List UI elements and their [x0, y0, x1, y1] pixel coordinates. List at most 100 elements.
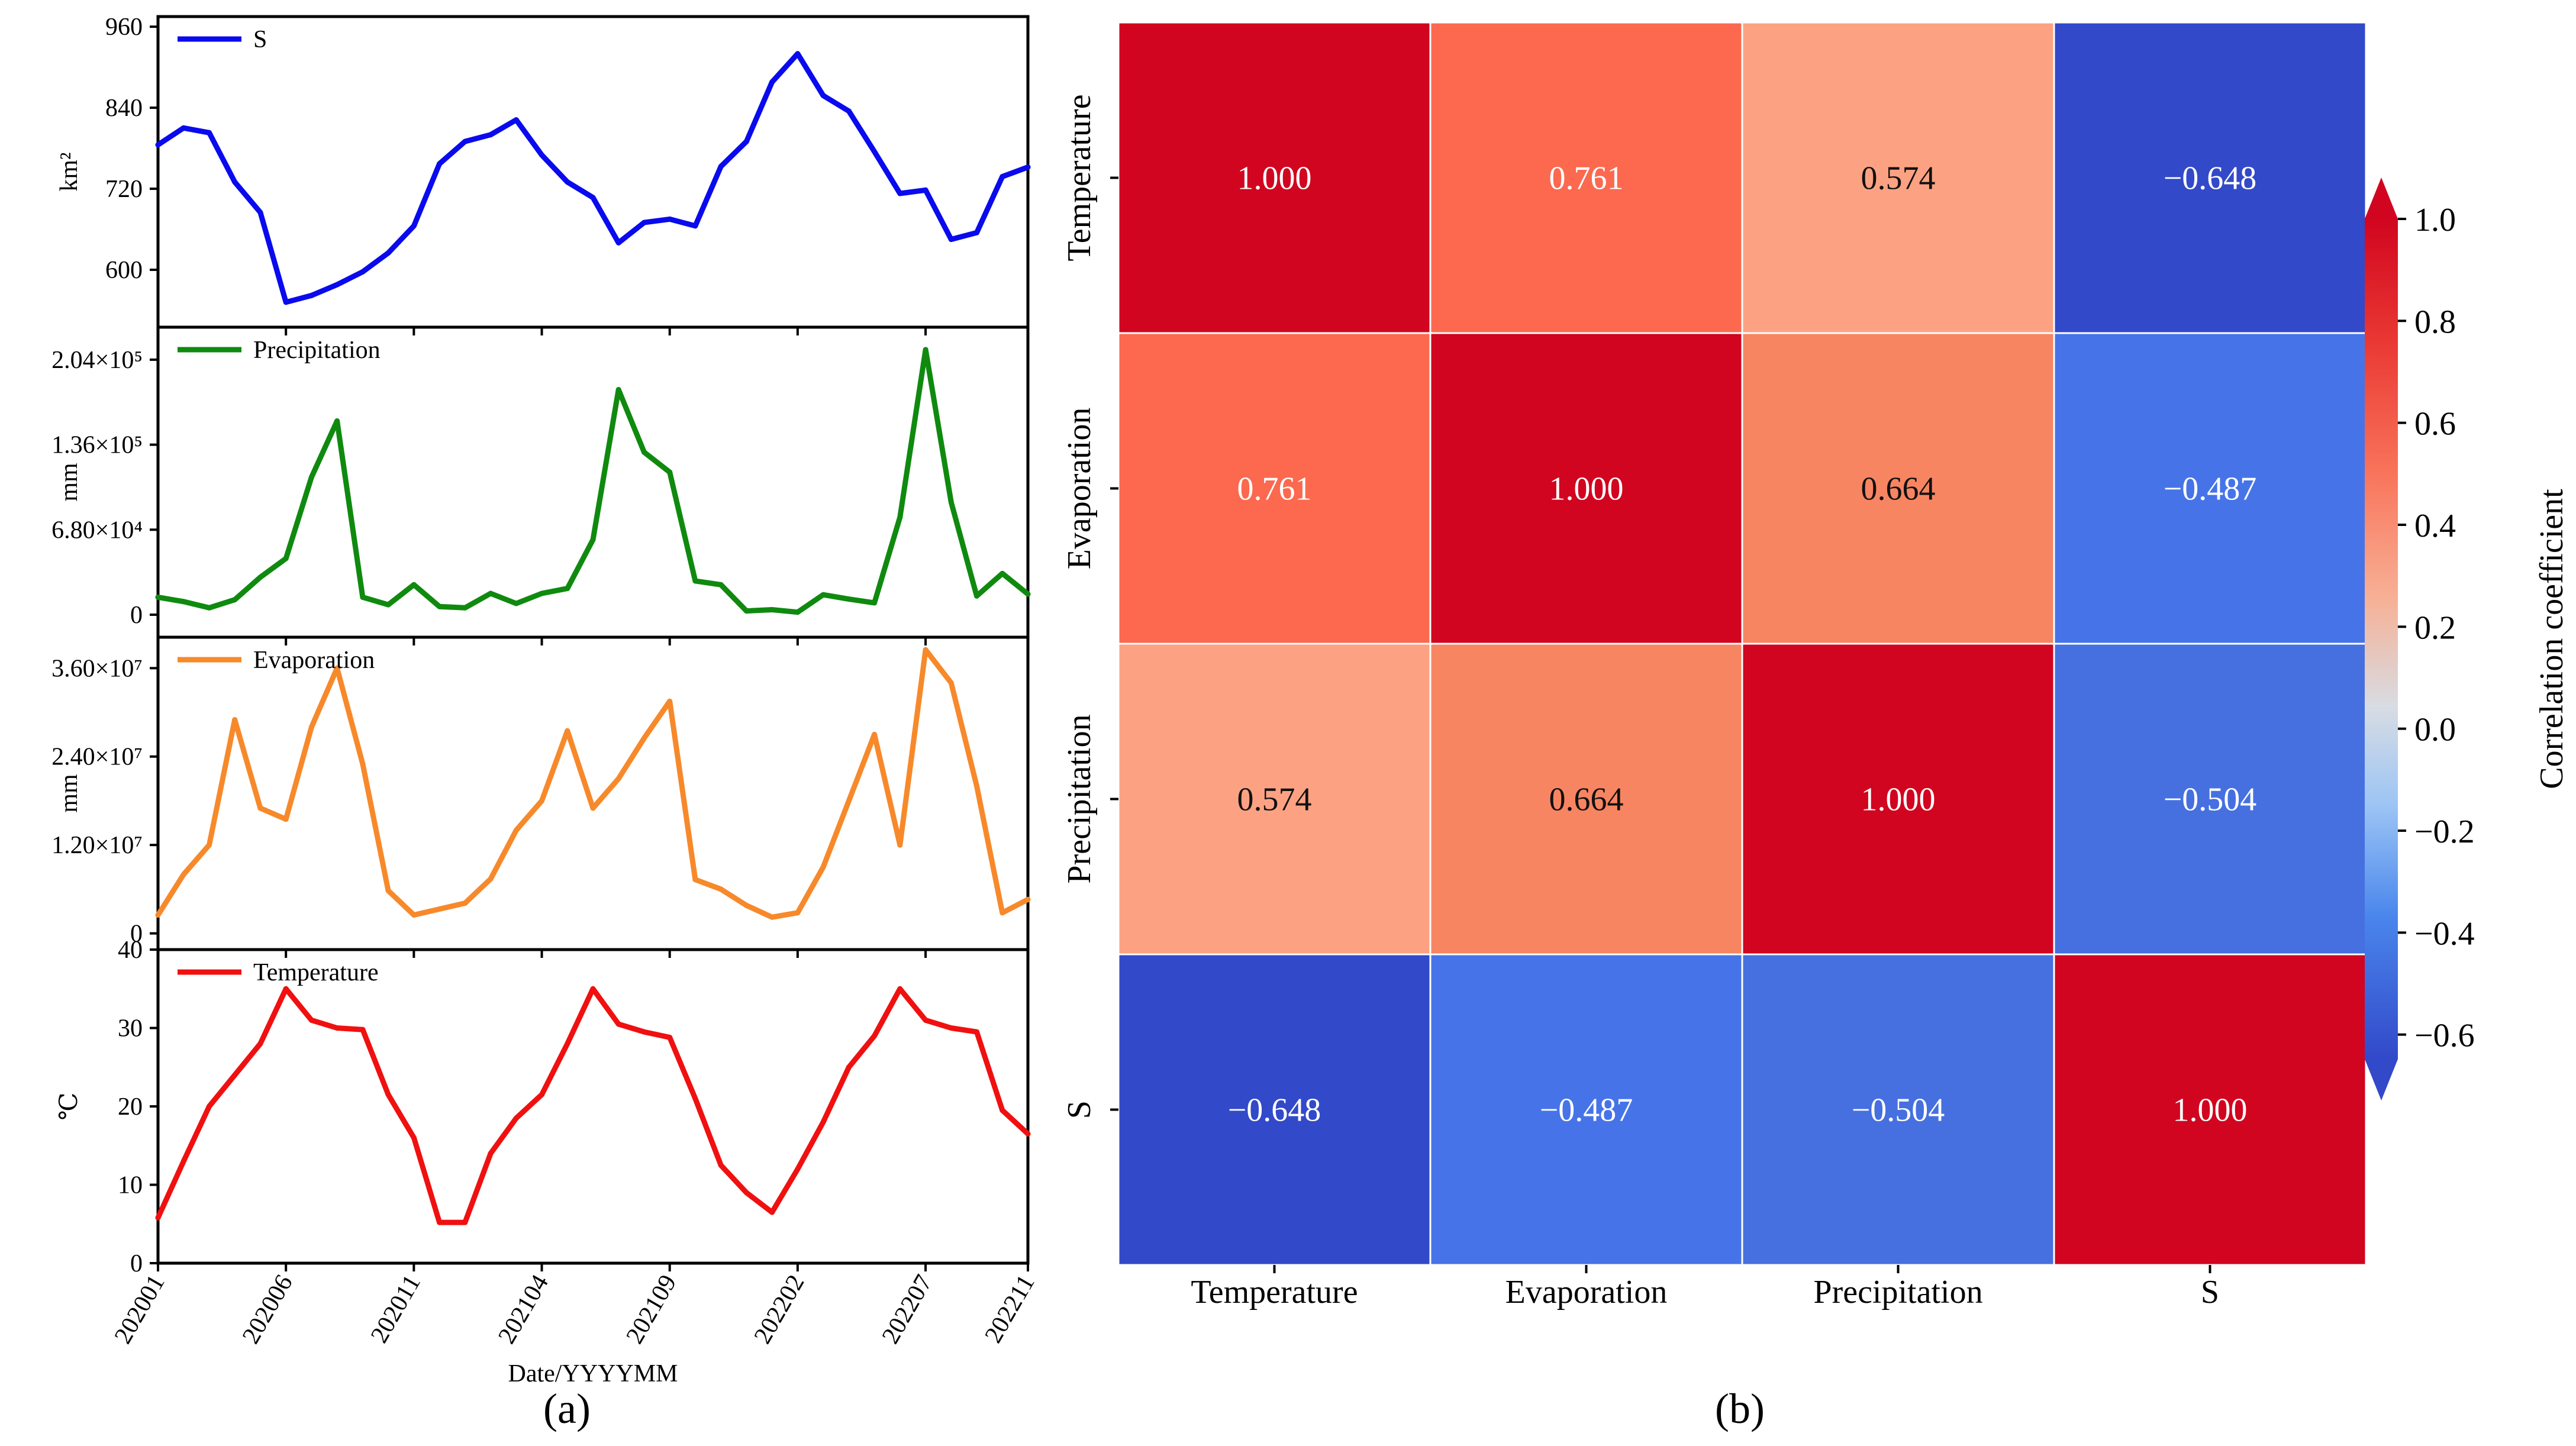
data-point: [743, 1190, 749, 1196]
data-point: [948, 1025, 954, 1031]
data-point: [488, 132, 494, 138]
y-tick-label: 600: [105, 257, 143, 284]
data-point: [692, 578, 698, 584]
heatmap-cell: [1117, 21, 1432, 334]
heatmap-cell: [1429, 953, 1743, 1266]
data-point: [641, 735, 647, 741]
legend-label: S: [253, 26, 267, 53]
data-point: [590, 986, 596, 992]
subplot-temperature: 0 10 20 30 40 ℃ Temperature: [56, 937, 1031, 1277]
data-point: [539, 1092, 544, 1098]
data-point: [641, 1029, 647, 1035]
cell-value-label: 1.000: [1549, 471, 1624, 508]
data-point: [155, 1215, 161, 1221]
data-point: [207, 605, 212, 611]
y-tick-label: 0: [130, 602, 143, 629]
heatmap-cell: [1429, 643, 1743, 956]
cell-value-label: 1.000: [1237, 160, 1312, 197]
data-point: [385, 1092, 391, 1098]
x-tick-label: 202104: [493, 1270, 554, 1348]
y-tick-label: 2.40×10⁷: [51, 744, 143, 771]
data-point: [232, 179, 238, 185]
heatmap-cell: [1741, 643, 2055, 956]
data-point: [334, 282, 340, 288]
cell-value-label: 1.000: [1861, 782, 1936, 818]
panel-b-correlation-heatmap: 1.000 0.761 0.574 −0.648 0.761 1.000 0.664 −0.4…: [1061, 21, 2570, 1311]
data-point: [283, 816, 289, 822]
cell-value-label: −0.648: [2164, 160, 2257, 197]
data-point: [180, 872, 186, 877]
data-point: [769, 1209, 775, 1215]
x-tick-label: 202006: [237, 1270, 298, 1348]
data-point: [872, 1033, 878, 1039]
data-point: [488, 876, 494, 882]
data-point: [820, 864, 826, 870]
data-point: [513, 827, 519, 833]
cell-value-label: 0.761: [1237, 471, 1312, 508]
data-point: [334, 1025, 340, 1031]
data-point: [488, 1151, 494, 1156]
data-point: [1025, 164, 1031, 170]
data-point: [462, 605, 468, 611]
data-point: [590, 537, 596, 543]
cell-value-label: 0.664: [1861, 471, 1936, 508]
data-point: [334, 418, 340, 424]
data-point: [718, 1162, 724, 1168]
colorbar-extend-bottom: [2365, 1059, 2398, 1100]
data-point: [180, 599, 186, 605]
col-label: Precipitation: [1813, 1274, 1982, 1311]
data-point: [308, 724, 314, 730]
data-point: [615, 1021, 621, 1027]
data-point: [795, 1166, 801, 1172]
data-point: [539, 590, 544, 596]
colorbar-tick-label: 0.2: [2414, 609, 2456, 646]
data-point: [385, 250, 391, 256]
cell-value-label: 1.000: [2173, 1092, 2248, 1129]
cell-value-label: −0.504: [2164, 782, 2257, 818]
data-point: [155, 142, 161, 148]
y-axis-label: ℃: [56, 1093, 83, 1121]
data-point: [795, 609, 801, 615]
data-point: [1025, 591, 1031, 597]
data-point: [872, 600, 878, 606]
data-point: [257, 805, 263, 811]
data-point: [1025, 1131, 1031, 1137]
series-line-precipitation: [155, 347, 1031, 615]
data-point: [360, 269, 366, 275]
x-tick-label: 202202: [749, 1270, 810, 1348]
heatmap-cell: [1741, 953, 2055, 1266]
data-point: [462, 1219, 468, 1225]
x-tick-label: 202001: [109, 1270, 170, 1348]
data-point: [974, 1029, 979, 1035]
cell-value-label: −0.504: [1852, 1092, 1945, 1129]
subplot-frame: [156, 15, 1030, 329]
colorbar-tick-label: 0.4: [2414, 508, 2456, 544]
heatmap-cell: [1741, 332, 2055, 645]
data-point: [718, 886, 724, 892]
y-tick-label: 2.04×10⁵: [51, 347, 143, 374]
data-point: [974, 593, 979, 599]
data-point: [180, 1158, 186, 1164]
x-tick-label: 202207: [877, 1270, 938, 1348]
colorbar-tick-label: 0.6: [2414, 406, 2456, 443]
legend-label: Temperature: [253, 959, 379, 986]
colorbar-tick-label: −0.2: [2414, 814, 2475, 850]
cell-value-label: 0.574: [1237, 782, 1312, 818]
y-tick-label: 10: [118, 1172, 143, 1199]
data-point: [641, 220, 647, 225]
data-point: [232, 1072, 238, 1078]
data-point: [897, 986, 903, 992]
col-label: S: [2201, 1274, 2219, 1311]
data-point: [180, 125, 186, 131]
x-tick-label: 202109: [621, 1270, 682, 1348]
colorbar-tick-label: −0.4: [2414, 915, 2475, 952]
data-point: [795, 51, 801, 57]
data-point: [897, 191, 903, 196]
y-tick-label: 0: [130, 1250, 143, 1277]
colorbar-tick-label: 0.0: [2414, 712, 2456, 748]
data-point: [257, 1041, 263, 1047]
heatmap-cell: [2053, 21, 2367, 334]
data-point: [641, 449, 647, 455]
legend-label: Precipitation: [253, 337, 381, 364]
row-label: Precipitation: [1061, 714, 1098, 883]
